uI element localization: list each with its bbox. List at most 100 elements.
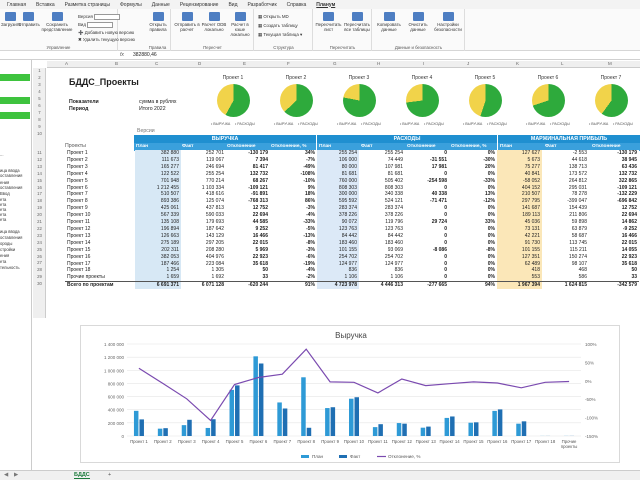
bar-fact[interactable] xyxy=(473,422,479,436)
value-cell[interactable]: 760 000 xyxy=(317,177,359,185)
column-header[interactable]: M xyxy=(608,61,612,66)
value-cell[interactable]: -13% xyxy=(270,232,317,240)
value-cell[interactable]: -109 121 xyxy=(226,184,270,192)
project-name-cell[interactable]: Прочие проекты xyxy=(67,274,105,281)
value-cell[interactable]: 123 763 xyxy=(317,225,359,233)
value-cell[interactable]: 295 031 xyxy=(542,184,589,192)
value-cell[interactable]: 22 694 xyxy=(226,212,270,220)
subheader-cell[interactable]: Факт xyxy=(180,143,225,151)
value-cell[interactable]: 0% xyxy=(449,225,497,233)
bar-fact[interactable] xyxy=(139,419,144,436)
value-cell[interactable]: 35 618 xyxy=(589,260,639,268)
value-cell[interactable]: 101 155 xyxy=(317,246,359,254)
value-cell[interactable]: 183 460 xyxy=(359,239,405,247)
value-cell[interactable]: 701 948 xyxy=(135,177,181,185)
value-cell[interactable]: 1 624 815 xyxy=(542,281,589,290)
project-name-cell[interactable]: Проект 17 xyxy=(67,260,91,267)
value-cell[interactable]: 106 000 xyxy=(317,156,359,164)
value-cell[interactable]: 81 681 xyxy=(359,170,405,178)
bar-fact[interactable] xyxy=(187,419,192,436)
bar-fact[interactable] xyxy=(402,423,407,436)
row-header[interactable]: 30 xyxy=(37,281,42,287)
ribbon-tab[interactable]: Разработчик xyxy=(247,1,277,8)
value-cell[interactable]: -620 244 xyxy=(226,281,270,290)
ribbon-tab[interactable]: Планум xyxy=(316,1,336,8)
panel-item[interactable]: оставления xyxy=(0,235,23,240)
value-cell[interactable]: 126 663 xyxy=(135,232,181,240)
bar-fact[interactable] xyxy=(450,416,455,436)
value-cell[interactable]: 62 489 xyxy=(497,260,542,268)
project-name-cell[interactable]: Проект 18 xyxy=(67,267,91,274)
value-cell[interactable]: 322 865 xyxy=(589,177,639,185)
bar-fact[interactable] xyxy=(497,409,503,436)
bar-fact[interactable] xyxy=(330,407,336,436)
value-cell[interactable]: 297 205 xyxy=(181,239,226,247)
row-header[interactable]: 17 xyxy=(37,191,42,197)
column-header[interactable]: H xyxy=(377,61,381,66)
panel-item[interactable]: ета xyxy=(0,212,7,217)
recalc-all-button[interactable]: Пересчитать все таблицы xyxy=(343,12,371,32)
bar-plan[interactable] xyxy=(349,398,354,436)
ribbon-tab[interactable]: Вид xyxy=(228,1,238,8)
value-cell[interactable]: 86% xyxy=(270,198,317,206)
project-name-cell[interactable]: Проект 12 xyxy=(67,225,91,232)
prev-sheet-icon[interactable]: ◀ xyxy=(4,472,9,478)
value-cell[interactable]: 0 xyxy=(405,239,449,247)
project-name-cell[interactable]: Проект 5 xyxy=(67,177,88,184)
value-cell[interactable]: 111 673 xyxy=(135,156,181,164)
value-cell[interactable]: -7% xyxy=(270,156,317,164)
value-cell[interactable]: 33 xyxy=(589,274,639,282)
subheader-cell[interactable]: План xyxy=(134,143,180,151)
calc-cache-button[interactable]: Расчет в кэше локально xyxy=(227,12,253,37)
bar-plan[interactable] xyxy=(301,377,306,436)
value-cell[interactable]: 16 466 xyxy=(589,232,639,240)
subheader-cell[interactable]: Отклонение xyxy=(405,143,449,151)
pie-chart[interactable] xyxy=(406,84,439,117)
send-button[interactable]: Отправить xyxy=(18,12,40,27)
value-cell[interactable]: -132 229 xyxy=(589,191,639,199)
bar-plan[interactable] xyxy=(444,417,450,436)
value-cell[interactable]: 75 277 xyxy=(497,163,542,171)
row-header[interactable]: 1 xyxy=(38,68,41,73)
value-cell[interactable]: 119 796 xyxy=(359,219,405,226)
value-cell[interactable]: 210 507 xyxy=(497,191,542,199)
column-header[interactable]: D xyxy=(198,61,202,66)
bar-plan[interactable] xyxy=(205,427,211,436)
value-cell[interactable]: 68 267 xyxy=(226,177,270,185)
panel-item[interactable]: ения xyxy=(0,253,10,258)
value-cell[interactable]: 143 129 xyxy=(181,232,226,240)
add-sheet-button[interactable]: + xyxy=(108,472,112,478)
value-cell[interactable]: 187 466 xyxy=(135,260,181,268)
recalc-sheet-button[interactable]: Пересчитать лист xyxy=(315,12,342,32)
row-header[interactable]: 10 xyxy=(37,131,42,136)
value-cell[interactable]: -10% xyxy=(270,177,317,185)
project-name-cell[interactable]: Проект 9 xyxy=(67,205,88,212)
value-cell[interactable]: 0 xyxy=(405,184,449,192)
project-name-cell[interactable]: Проект 11 xyxy=(67,219,91,226)
row-header[interactable]: 6 xyxy=(38,103,41,108)
value-cell[interactable]: 254 702 xyxy=(317,253,359,261)
value-cell[interactable]: 7 394 xyxy=(226,156,270,164)
column-header[interactable]: I xyxy=(423,61,425,66)
row-header[interactable]: 22 xyxy=(37,225,42,231)
value-cell[interactable]: 404 976 xyxy=(181,253,226,261)
bar-fact[interactable] xyxy=(235,385,240,436)
current-table-button[interactable]: ▦ Текущая таблица ▾ xyxy=(258,32,303,37)
value-cell[interactable]: 20% xyxy=(449,163,497,171)
bar-fact[interactable] xyxy=(282,408,288,436)
value-cell[interactable]: 893 386 xyxy=(135,198,181,206)
pie-chart[interactable] xyxy=(532,84,565,117)
value-cell[interactable]: 586 xyxy=(542,274,589,282)
add-version-button[interactable]: ➕ Добавить новую версию xyxy=(78,30,135,35)
value-cell[interactable]: 141 687 xyxy=(497,205,542,213)
value-cell[interactable]: 50 xyxy=(589,267,639,275)
bar-plan[interactable] xyxy=(277,402,282,436)
row-header[interactable]: 21 xyxy=(37,219,42,224)
send-to-calc-button[interactable]: Отправить в расчет xyxy=(174,12,200,32)
value-cell[interactable]: 836 xyxy=(359,267,405,275)
value-cell[interactable]: 14 055 xyxy=(589,246,639,254)
indicator-value[interactable]: сумма в рублях xyxy=(139,99,177,105)
project-name-cell[interactable]: Проект 10 xyxy=(67,212,91,219)
row-header[interactable]: 20 xyxy=(37,212,42,218)
ribbon-tab[interactable]: Данные xyxy=(151,1,170,8)
